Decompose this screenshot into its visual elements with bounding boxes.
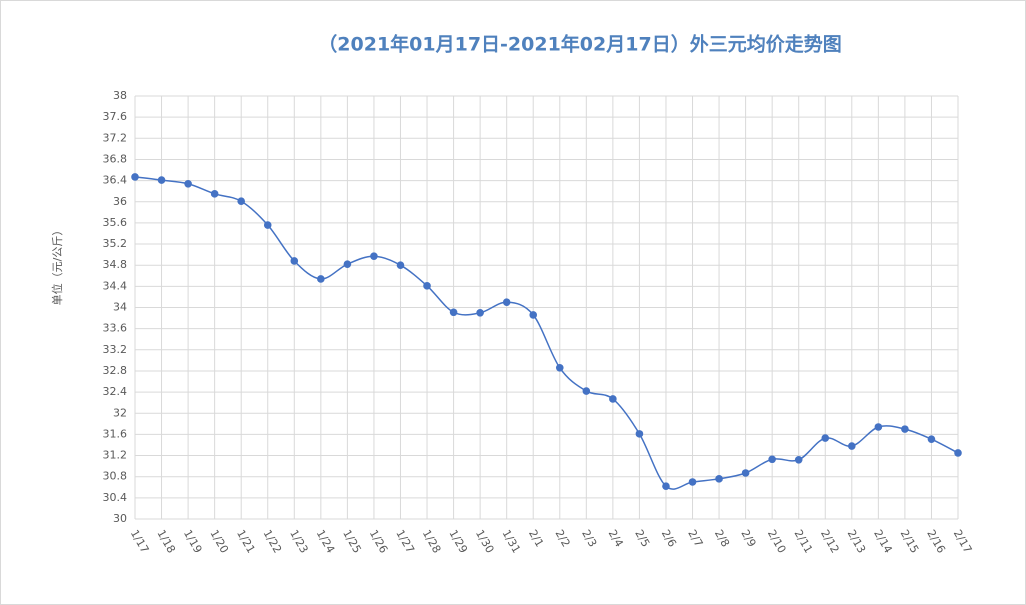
y-tick-label: 32.4 — [103, 385, 128, 398]
point — [821, 434, 830, 442]
point — [210, 190, 219, 198]
point — [794, 455, 803, 464]
point — [901, 425, 909, 433]
point — [927, 435, 936, 443]
point — [290, 257, 299, 265]
y-tick-label: 37.6 — [103, 110, 128, 123]
point — [768, 455, 776, 464]
point — [370, 252, 378, 261]
y-tick-label: 33.6 — [103, 322, 128, 335]
point — [609, 395, 617, 403]
y-tick-label: 31.6 — [103, 427, 128, 440]
y-tick-label: 35.2 — [103, 237, 128, 250]
y-tick-label: 36 — [113, 195, 127, 208]
y-tick-label: 36.4 — [103, 174, 128, 187]
point — [582, 387, 591, 395]
y-tick-label: 35.6 — [103, 216, 128, 229]
point — [396, 261, 405, 270]
point — [237, 197, 245, 206]
point — [317, 275, 325, 283]
point — [529, 311, 538, 319]
y-tick-label: 32 — [113, 406, 127, 419]
y-tick-label: 36.8 — [103, 152, 128, 165]
point — [157, 176, 166, 184]
y-tick-label: 33.2 — [103, 343, 128, 356]
point — [555, 363, 564, 372]
point — [423, 282, 431, 290]
point — [848, 442, 856, 450]
point — [343, 260, 352, 268]
point — [954, 449, 962, 457]
point — [715, 475, 723, 483]
y-axis-label: 单位（元/公斤） — [50, 225, 64, 306]
point — [662, 482, 670, 491]
y-tick-label: 31.2 — [103, 449, 128, 462]
point — [184, 179, 192, 188]
y-tick-label: 30.8 — [103, 470, 128, 483]
point — [874, 423, 883, 431]
chart-title: （2021年01月17日-2021年02月17日）外三元均价走势图 — [318, 33, 841, 56]
point — [449, 308, 458, 317]
point — [476, 308, 484, 317]
y-tick-label: 30 — [113, 512, 127, 525]
y-tick-label: 30.4 — [103, 491, 128, 504]
y-tick-label: 34.4 — [103, 279, 128, 292]
y-tick-label: 34 — [113, 301, 127, 314]
point — [635, 430, 644, 438]
y-tick-label: 38 — [113, 89, 127, 102]
point — [741, 469, 750, 477]
point — [263, 221, 272, 229]
point — [502, 298, 511, 307]
y-tick-label: 32.8 — [103, 364, 128, 377]
point — [688, 478, 697, 486]
point — [131, 173, 139, 181]
y-tick-label: 34.8 — [103, 258, 128, 271]
y-tick-label: 37.2 — [103, 131, 128, 144]
